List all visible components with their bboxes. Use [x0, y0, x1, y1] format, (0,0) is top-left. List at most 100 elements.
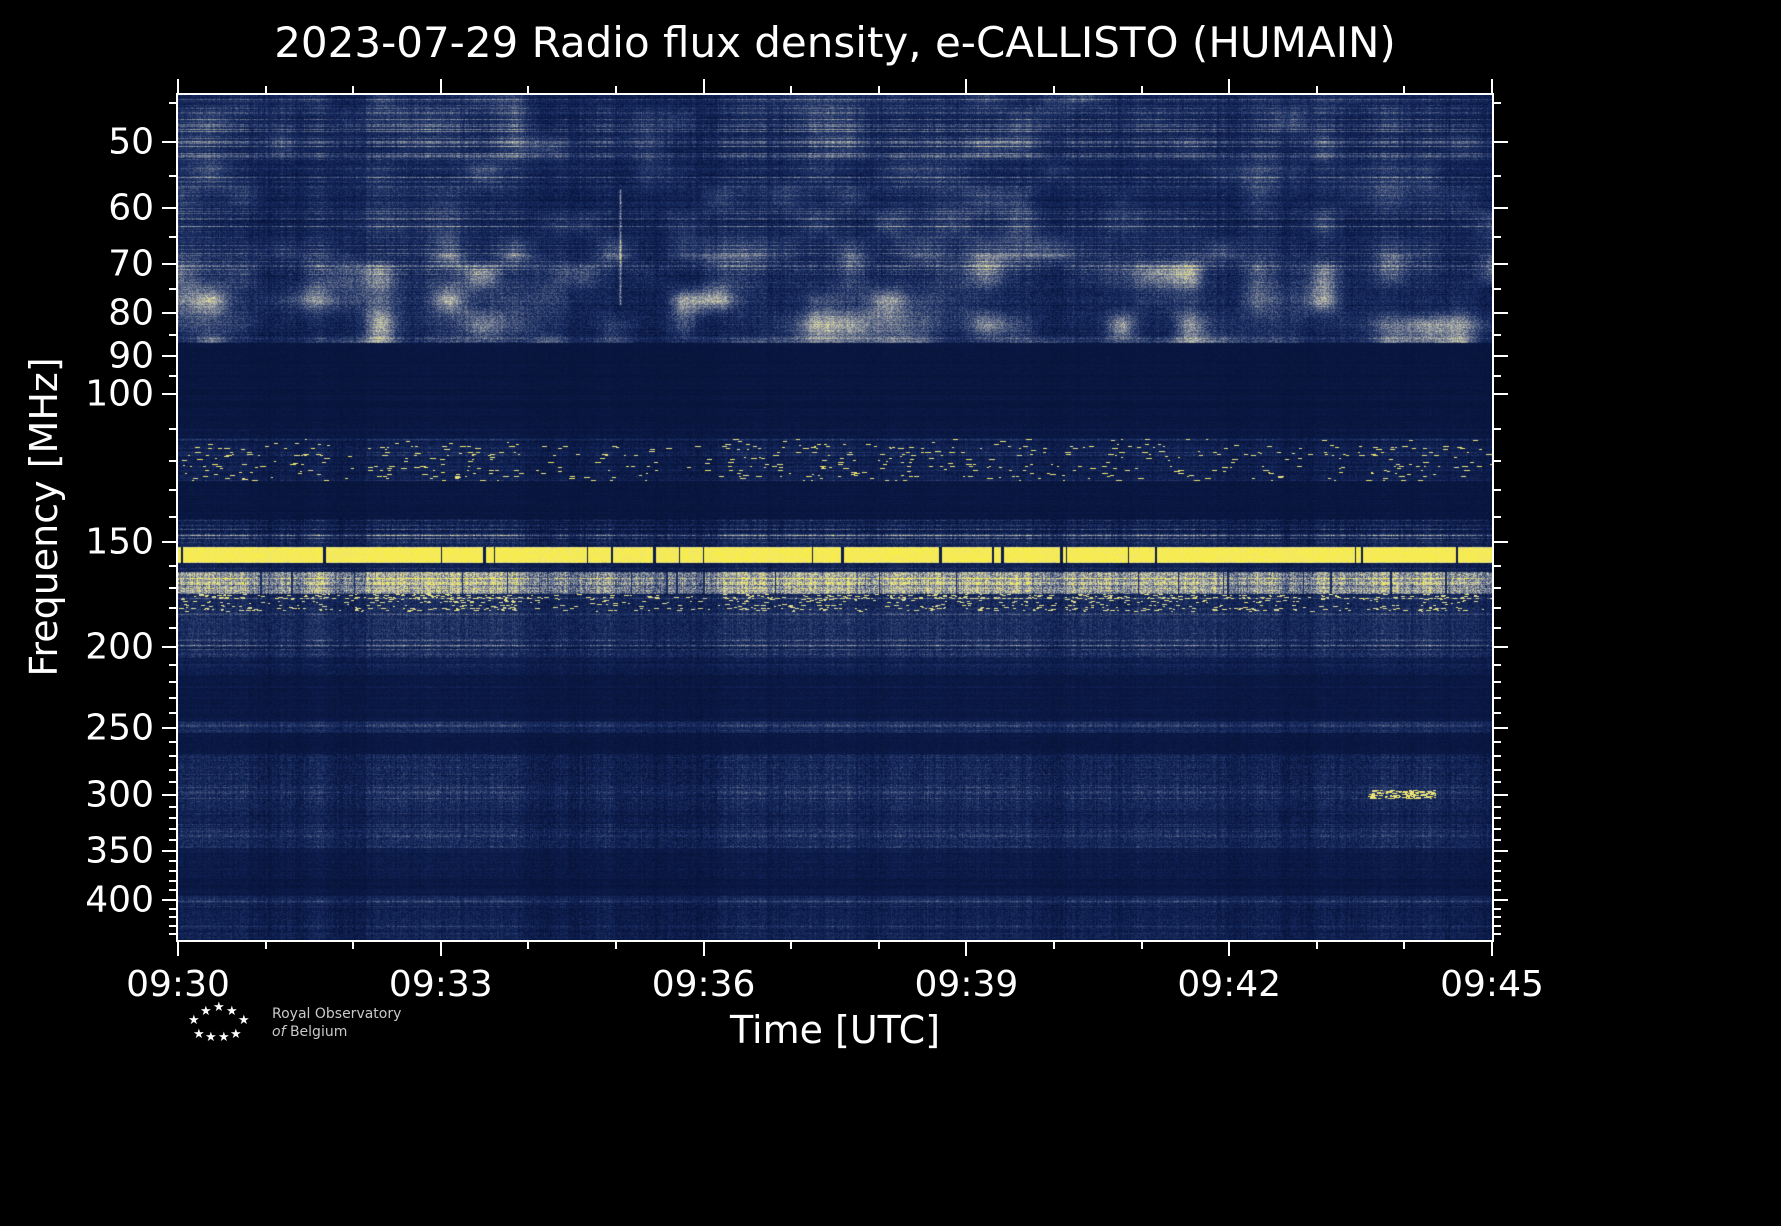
- y-tick: [162, 541, 176, 543]
- y-tick-label: 300: [85, 774, 154, 816]
- star-icon: ★: [213, 1000, 225, 1015]
- x-tick-top: [1228, 79, 1231, 93]
- y-tick: [169, 102, 176, 105]
- y-tick-right: [1494, 680, 1501, 683]
- y-tick-right: [1494, 817, 1501, 820]
- y-tick: [169, 333, 176, 336]
- star-icon: ★: [200, 1004, 212, 1019]
- y-tick: [169, 515, 176, 518]
- y-tick-right: [1494, 828, 1501, 831]
- y-tick-right: [1494, 645, 1508, 648]
- y-tick: [162, 393, 176, 396]
- y-tick-right: [1494, 541, 1508, 543]
- y-tick: [169, 781, 176, 784]
- star-icon: ★: [193, 1027, 205, 1042]
- y-tick-right: [1494, 427, 1501, 430]
- y-tick-label: 60: [108, 187, 154, 229]
- y-tick-label: 150: [85, 521, 154, 563]
- y-tick-right: [1494, 889, 1501, 892]
- y-tick: [169, 488, 176, 491]
- y-tick-right: [1494, 102, 1501, 105]
- star-icon: ★: [188, 1013, 200, 1028]
- x-tick-top: [177, 79, 179, 93]
- y-tick-right: [1494, 333, 1501, 336]
- x-tick-top: [1315, 86, 1318, 93]
- y-tick-right: [1494, 459, 1501, 462]
- x-tick: [352, 942, 355, 949]
- y-tick-right: [1494, 311, 1508, 314]
- y-tick-label: 80: [108, 292, 154, 334]
- y-tick: [169, 627, 176, 630]
- y-tick-right: [1494, 607, 1501, 610]
- rob-logo: ★ ★ ★ ★ ★ ★ ★ ★ ★ Royal Observatory of Belgium: [188, 1000, 401, 1046]
- y-tick: [169, 288, 176, 291]
- y-tick: [169, 586, 176, 589]
- y-tick: [169, 427, 176, 430]
- x-tick-top: [1491, 79, 1493, 93]
- x-tick-label: 09:36: [651, 964, 756, 1005]
- y-tick-right: [1494, 488, 1501, 491]
- x-tick: [177, 942, 179, 956]
- rob-logo-line1: Royal Observatory: [272, 1005, 402, 1022]
- y-tick-right: [1494, 586, 1501, 589]
- x-tick-top: [1140, 86, 1143, 93]
- y-tick-right: [1494, 924, 1501, 927]
- rob-logo-text: Royal Observatory of Belgium: [272, 1005, 401, 1041]
- star-icon: ★: [205, 1030, 217, 1045]
- x-tick-top: [1053, 86, 1055, 93]
- x-tick: [1140, 942, 1143, 949]
- y-tick: [169, 916, 176, 919]
- x-axis-label: Time [UTC]: [729, 1008, 941, 1052]
- y-tick: [169, 663, 176, 666]
- x-tick-label: 09:42: [1177, 964, 1282, 1005]
- star-icon: ★: [226, 1004, 238, 1019]
- x-tick-top: [439, 79, 442, 93]
- y-tick: [169, 860, 176, 863]
- y-tick-label: 250: [85, 707, 154, 749]
- y-tick-right: [1494, 793, 1508, 796]
- star-icon: ★: [238, 1013, 250, 1028]
- x-tick: [1053, 942, 1055, 949]
- x-tick: [702, 942, 705, 956]
- y-tick-right: [1494, 768, 1501, 771]
- y-tick: [169, 805, 176, 808]
- y-tick: [162, 793, 176, 796]
- y-tick-label: 100: [85, 373, 154, 415]
- y-tick-right: [1494, 907, 1501, 910]
- y-tick-label: 50: [108, 121, 154, 163]
- x-tick-label: 09:45: [1440, 964, 1544, 1005]
- y-tick-right: [1494, 627, 1501, 630]
- y-tick-label: 400: [85, 879, 154, 920]
- y-tick-right: [1494, 288, 1501, 291]
- y-tick-right: [1494, 839, 1501, 842]
- x-tick: [790, 942, 793, 949]
- y-tick-label: 90: [108, 335, 154, 377]
- x-tick: [965, 942, 968, 956]
- y-tick-right: [1494, 727, 1508, 730]
- rob-logo-line2: of Belgium: [272, 1024, 348, 1040]
- y-tick: [169, 870, 176, 873]
- y-tick-right: [1494, 870, 1501, 873]
- y-tick-right: [1494, 354, 1508, 357]
- x-tick: [1403, 942, 1406, 949]
- y-tick: [169, 459, 176, 462]
- y-tick: [169, 236, 176, 239]
- y-tick-right: [1494, 860, 1501, 863]
- x-tick-top: [352, 86, 355, 93]
- x-tick-top: [1403, 86, 1406, 93]
- y-tick: [162, 849, 176, 852]
- y-tick: [169, 933, 176, 936]
- y-tick-right: [1494, 781, 1501, 784]
- star-icon: ★: [230, 1027, 242, 1042]
- y-tick-right: [1494, 140, 1508, 143]
- y-tick-right: [1494, 712, 1501, 715]
- y-tick-right: [1494, 916, 1501, 919]
- x-tick: [264, 942, 267, 949]
- y-tick-right: [1494, 805, 1501, 808]
- y-tick-right: [1494, 175, 1501, 178]
- rob-stars-icon: ★ ★ ★ ★ ★ ★ ★ ★ ★: [188, 1000, 254, 1046]
- x-tick: [527, 942, 530, 949]
- x-tick-top: [790, 86, 793, 93]
- x-tick-top: [527, 86, 530, 93]
